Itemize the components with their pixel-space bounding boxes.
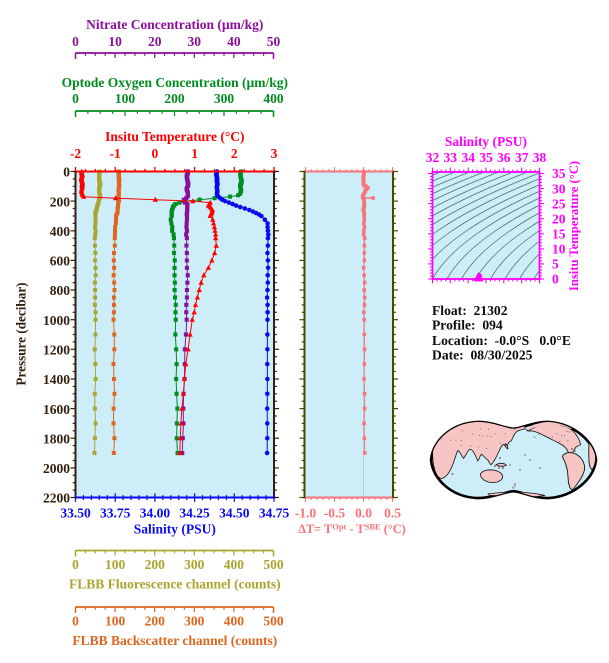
svg-text:0: 0 xyxy=(63,165,70,180)
svg-text:Profile: 094: Profile: 094 xyxy=(432,318,503,333)
svg-text:300: 300 xyxy=(184,557,205,572)
svg-text:Float: 21302: Float: 21302 xyxy=(432,303,508,318)
svg-text:33: 33 xyxy=(444,150,458,165)
svg-text:34.75: 34.75 xyxy=(259,506,290,521)
svg-text:15: 15 xyxy=(552,227,566,242)
svg-text:1600: 1600 xyxy=(43,402,70,417)
svg-text:100: 100 xyxy=(105,557,126,572)
svg-text:200: 200 xyxy=(145,557,166,572)
svg-text:1800: 1800 xyxy=(43,431,70,446)
svg-text:1200: 1200 xyxy=(43,343,70,358)
svg-text:2200: 2200 xyxy=(43,491,70,506)
svg-text:5: 5 xyxy=(552,257,559,272)
svg-text:32: 32 xyxy=(426,150,440,165)
svg-text:-0.5: -0.5 xyxy=(324,506,346,521)
svg-text:34.25: 34.25 xyxy=(179,506,210,521)
svg-text:300: 300 xyxy=(214,91,235,106)
svg-text:1000: 1000 xyxy=(43,313,70,328)
svg-text:0.5: 0.5 xyxy=(384,506,401,521)
svg-text:0: 0 xyxy=(72,614,79,629)
svg-text:400: 400 xyxy=(263,91,284,106)
svg-text:10: 10 xyxy=(552,242,566,257)
svg-text:100: 100 xyxy=(105,614,126,629)
svg-text:500: 500 xyxy=(263,614,284,629)
svg-text:100: 100 xyxy=(115,91,136,106)
svg-text:1400: 1400 xyxy=(43,372,70,387)
svg-text:200: 200 xyxy=(145,614,166,629)
svg-text:0.0: 0.0 xyxy=(355,506,372,521)
svg-text:30: 30 xyxy=(552,181,566,196)
svg-text:800: 800 xyxy=(50,283,71,298)
svg-text:200: 200 xyxy=(50,194,71,209)
svg-text:Insitu Temperature (°C): Insitu Temperature (°C) xyxy=(567,161,581,291)
svg-text:37: 37 xyxy=(515,150,529,165)
svg-text:400: 400 xyxy=(224,614,245,629)
svg-text:500: 500 xyxy=(263,557,284,572)
svg-text:Salinity (PSU): Salinity (PSU) xyxy=(445,134,527,149)
svg-text:ΔT= TOpt - TSBE (°C): ΔT= TOpt - TSBE (°C) xyxy=(298,522,406,537)
svg-text:Salinity (PSU): Salinity (PSU) xyxy=(134,522,216,537)
svg-text:33.50: 33.50 xyxy=(60,506,91,521)
svg-text:34: 34 xyxy=(461,150,475,165)
svg-text:600: 600 xyxy=(50,254,71,269)
svg-text:34.00: 34.00 xyxy=(140,506,171,521)
svg-text:300: 300 xyxy=(184,614,205,629)
svg-text:20: 20 xyxy=(148,34,162,49)
svg-text:0: 0 xyxy=(552,272,559,287)
svg-text:Date: 08/30/2025: Date: 08/30/2025 xyxy=(432,348,533,363)
svg-text:Pressure (decibar): Pressure (decibar) xyxy=(14,282,29,385)
svg-text:Nitrate Concentration (µm/kg): Nitrate Concentration (µm/kg) xyxy=(86,17,263,32)
svg-text:200: 200 xyxy=(164,91,185,106)
svg-text:3: 3 xyxy=(271,146,278,161)
svg-text:Location: -0.0°S 0.0°E: Location: -0.0°S 0.0°E xyxy=(432,333,571,348)
svg-text:35: 35 xyxy=(552,166,566,181)
svg-text:1: 1 xyxy=(191,146,198,161)
svg-text:-1: -1 xyxy=(110,146,121,161)
svg-text:Insitu Temperature (°C): Insitu Temperature (°C) xyxy=(105,129,244,144)
svg-text:400: 400 xyxy=(224,557,245,572)
svg-text:FLBB Fluorescence channel (cou: FLBB Fluorescence channel (counts) xyxy=(69,577,281,592)
svg-text:34.50: 34.50 xyxy=(219,506,250,521)
svg-text:30: 30 xyxy=(188,34,202,49)
svg-text:33.75: 33.75 xyxy=(100,506,131,521)
svg-text:-2: -2 xyxy=(70,146,81,161)
svg-text:2000: 2000 xyxy=(43,461,70,476)
svg-text:20: 20 xyxy=(552,211,566,226)
svg-text:50: 50 xyxy=(267,34,281,49)
svg-text:2: 2 xyxy=(231,146,238,161)
svg-text:0: 0 xyxy=(72,34,79,49)
svg-text:36: 36 xyxy=(497,150,511,165)
svg-text:0: 0 xyxy=(72,557,79,572)
svg-text:38: 38 xyxy=(533,150,547,165)
svg-text:400: 400 xyxy=(50,224,71,239)
svg-text:35: 35 xyxy=(479,150,493,165)
svg-text:0: 0 xyxy=(72,91,79,106)
svg-text:-1.0: -1.0 xyxy=(295,506,317,521)
svg-text:FLBB Backscatter channel (coun: FLBB Backscatter channel (counts) xyxy=(72,633,277,648)
svg-text:0: 0 xyxy=(152,146,159,161)
svg-text:40: 40 xyxy=(227,34,241,49)
svg-text:25: 25 xyxy=(552,196,566,211)
svg-text:Optode Oxygen Concentration (µ: Optode Oxygen Concentration (µm/kg) xyxy=(62,75,288,90)
svg-text:10: 10 xyxy=(108,34,122,49)
